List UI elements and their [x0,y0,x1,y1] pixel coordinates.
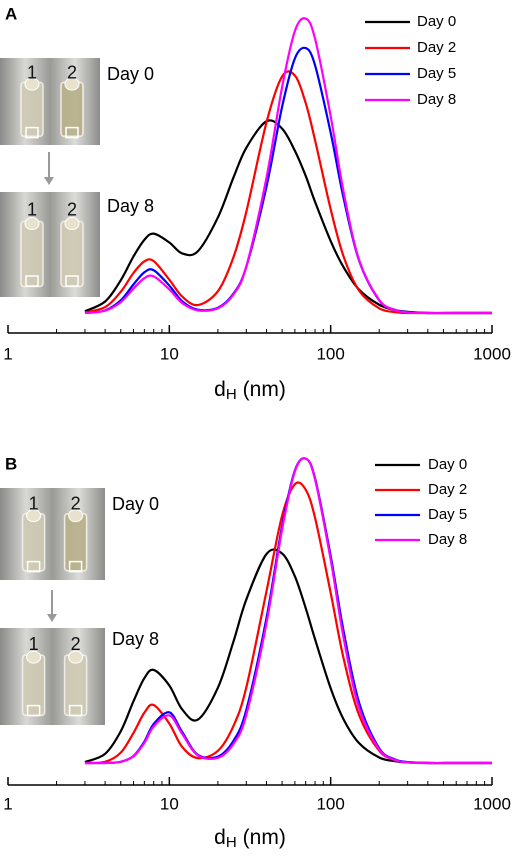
vial-cap [64,217,80,230]
x-axis-label-sub: H [226,834,237,851]
legend-label: Day 5 [428,506,467,523]
x-axis-label-main: d [214,826,226,849]
vial-number: 2 [71,634,81,654]
curve [84,46,492,315]
legend-label: Day 8 [428,531,467,548]
x-axis-label-unit: (nm) [243,378,286,401]
vial-number: 2 [67,62,77,82]
vial-mark [68,704,83,717]
arrow-head [44,177,54,185]
vial-cap [68,509,84,523]
vial-mark [65,275,79,287]
photo-caption: Day 0 [107,64,154,84]
legend-label: Day 0 [428,456,467,473]
curve [84,548,492,765]
x-axis-label: dH (nm) [214,826,286,851]
vial-cap [24,77,40,91]
vial-mark [65,126,79,139]
photo [0,628,105,725]
vial-number: 1 [27,62,37,82]
vial-number: 2 [71,493,81,513]
x-axis-label-unit: (nm) [243,826,286,849]
x-tick-label: 1000 [473,344,511,363]
x-axis-label-main: d [214,378,226,401]
legend-label: Day 8 [417,91,456,108]
x-tick-label: 1 [3,794,12,813]
vial-mark [68,560,83,573]
vial-cap [24,217,40,230]
panel-label: A [5,4,17,23]
vial-number: 2 [67,200,77,220]
curve [84,481,492,765]
vial-mark [25,126,39,139]
vial-mark [26,560,41,573]
vial-cap [64,77,80,91]
x-tick-label: 100 [316,344,344,363]
x-tick-label: 100 [316,794,344,813]
x-tick-label: 10 [160,794,179,813]
vial-number: 1 [29,634,39,654]
curve [84,17,492,315]
curve [84,119,492,315]
vial-number: 1 [27,200,37,220]
x-axis-label-sub: H [226,386,237,403]
x-axis-label: dH (nm) [214,378,286,403]
x-tick-label: 10 [160,344,179,363]
photo [0,192,100,297]
legend-label: Day 2 [417,39,456,56]
x-tick-label: 1000 [473,794,511,813]
curve [84,70,492,315]
photo-caption: Day 8 [112,629,159,649]
legend-label: Day 5 [417,65,456,82]
vial-cap [26,650,42,664]
photo-caption: Day 8 [107,196,154,216]
vial-mark [26,704,41,717]
arrow-head [47,614,57,622]
legend-label: Day 0 [417,13,456,30]
vial-cap [68,650,84,664]
x-tick-label: 1 [3,344,12,363]
photo [0,488,105,580]
panel-label: B [5,454,17,473]
curve [84,457,492,765]
vial-cap [26,509,42,523]
photo [0,58,100,145]
legend-label: Day 2 [428,481,467,498]
vial-number: 1 [29,493,39,513]
vial-mark [25,275,39,287]
photo-caption: Day 0 [112,494,159,514]
